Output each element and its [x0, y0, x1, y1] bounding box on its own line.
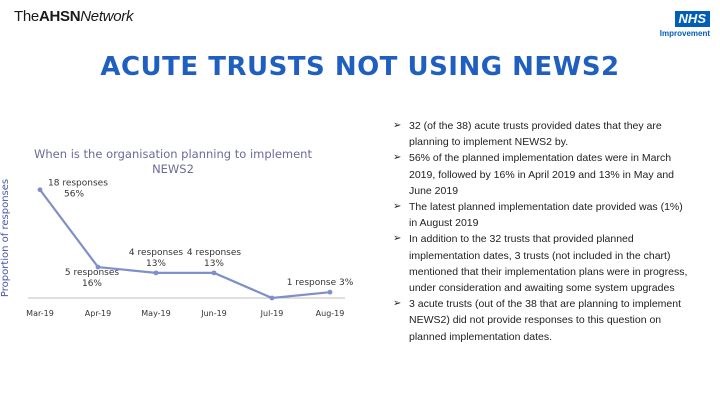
bullet-item: ➢ In addition to the 32 trusts that provi…: [393, 231, 693, 296]
data-point: [153, 270, 159, 276]
data-label: 1 response 3%: [287, 278, 354, 288]
bullet-item: ➢ The latest planned implementation date …: [393, 199, 693, 231]
y-axis-label: Proportion of responses: [0, 179, 11, 297]
bullet-item: ➢ 56% of the planned implementation dates…: [393, 150, 693, 199]
x-tick-label: Jul-19: [260, 309, 284, 318]
chart-title-line2: NEWS2: [152, 162, 194, 176]
x-tick-label: Aug-19: [316, 309, 345, 318]
bullet-item: ➢ 32 (of the 38) acute trusts provided da…: [393, 118, 693, 150]
bullet-text: 3 acute trusts (out of the 38 that are p…: [409, 298, 681, 343]
data-label: 18 responses: [48, 179, 108, 189]
data-point: [269, 295, 275, 301]
chart-title-line1: When is the organisation planning to imp…: [34, 147, 312, 161]
data-label-value: 16%: [82, 279, 102, 289]
data-label-value: 13%: [204, 259, 224, 269]
bullet-text: The latest planned implementation date p…: [409, 201, 683, 230]
ahsn-network-logo: TheAHSNNetwork: [14, 8, 133, 25]
bullet-text: 32 (of the 38) acute trusts provided dat…: [409, 120, 662, 149]
data-label-value: 56%: [64, 190, 84, 200]
nhs-improvement-logo: NHS Improvement: [648, 10, 710, 38]
x-tick-label: May-19: [141, 309, 170, 318]
page-title: ACUTE TRUSTS NOT USING NEWS2: [100, 52, 620, 82]
data-point: [211, 270, 217, 276]
arrow-bullet-icon: ➢: [393, 298, 402, 310]
arrow-bullet-icon: ➢: [393, 201, 402, 213]
arrow-bullet-icon: ➢: [393, 120, 402, 131]
data-point: [327, 289, 333, 295]
arrow-bullet-icon: ➢: [393, 152, 402, 164]
x-tick-label: Mar-19: [26, 309, 54, 318]
data-label: 5 responses: [65, 268, 119, 278]
data-label: 4 responses: [129, 248, 183, 258]
nhs-badge: NHS: [674, 11, 710, 27]
series-line: [39, 189, 331, 300]
data-point: [95, 264, 101, 270]
nhs-sub: Improvement: [659, 29, 710, 38]
logo-prefix: The: [14, 8, 39, 25]
logo-bold: AHSN: [38, 8, 81, 25]
x-tick-label: Apr-19: [85, 309, 111, 318]
data-label-value: 13%: [146, 259, 166, 269]
chart: When is the organisation planning to imp…: [0, 138, 362, 326]
data-label: 4 responses: [187, 248, 241, 258]
logo-suffix: Network: [80, 8, 134, 25]
x-tick-label: Jun-19: [200, 309, 227, 318]
line-chart: When is the organisation planning to imp…: [0, 147, 354, 318]
bullet-text: 56% of the planned implementation dates …: [409, 152, 675, 197]
data-point: [37, 187, 43, 193]
arrow-bullet-icon: ➢: [393, 233, 402, 245]
bullet-item: ➢ 3 acute trusts (out of the 38 that are …: [393, 296, 693, 345]
bullet-text: In addition to the 32 trusts that provid…: [409, 233, 688, 295]
bullet-list: ➢ 32 (of the 38) acute trusts provided da…: [393, 118, 693, 345]
